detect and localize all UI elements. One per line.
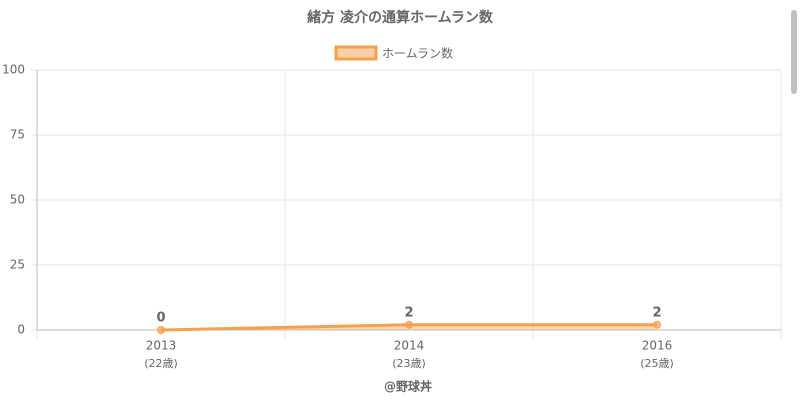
x-tick-label: 2014: [394, 339, 425, 353]
point: [157, 326, 165, 334]
value-label: 2: [404, 305, 413, 320]
y-tick-label: 50: [10, 193, 25, 207]
legend-label: ホームラン数: [382, 46, 453, 61]
point: [405, 320, 413, 329]
x-tick-label: 2013: [146, 339, 177, 353]
y-tick-label: 75: [10, 128, 25, 142]
y-tick-label: 25: [10, 258, 25, 272]
x-tick-label: 2016: [642, 339, 673, 353]
chart-title: 緒方 凌介の通算ホームラン数: [307, 9, 494, 26]
value-label: 0: [156, 311, 165, 326]
point: [653, 320, 661, 329]
y-tick-label: 100: [2, 63, 25, 77]
y-tick-label: 0: [17, 323, 25, 337]
source: @野球丼: [384, 379, 432, 394]
scrollbar[interactable]: [791, 10, 797, 94]
x-tick-label: (25歳): [640, 357, 674, 370]
x-tick-label: (23歳): [392, 357, 426, 370]
value-label: 2: [652, 305, 661, 320]
legend-swatch: [334, 45, 378, 61]
x-tick-label: (22歳): [144, 357, 178, 370]
